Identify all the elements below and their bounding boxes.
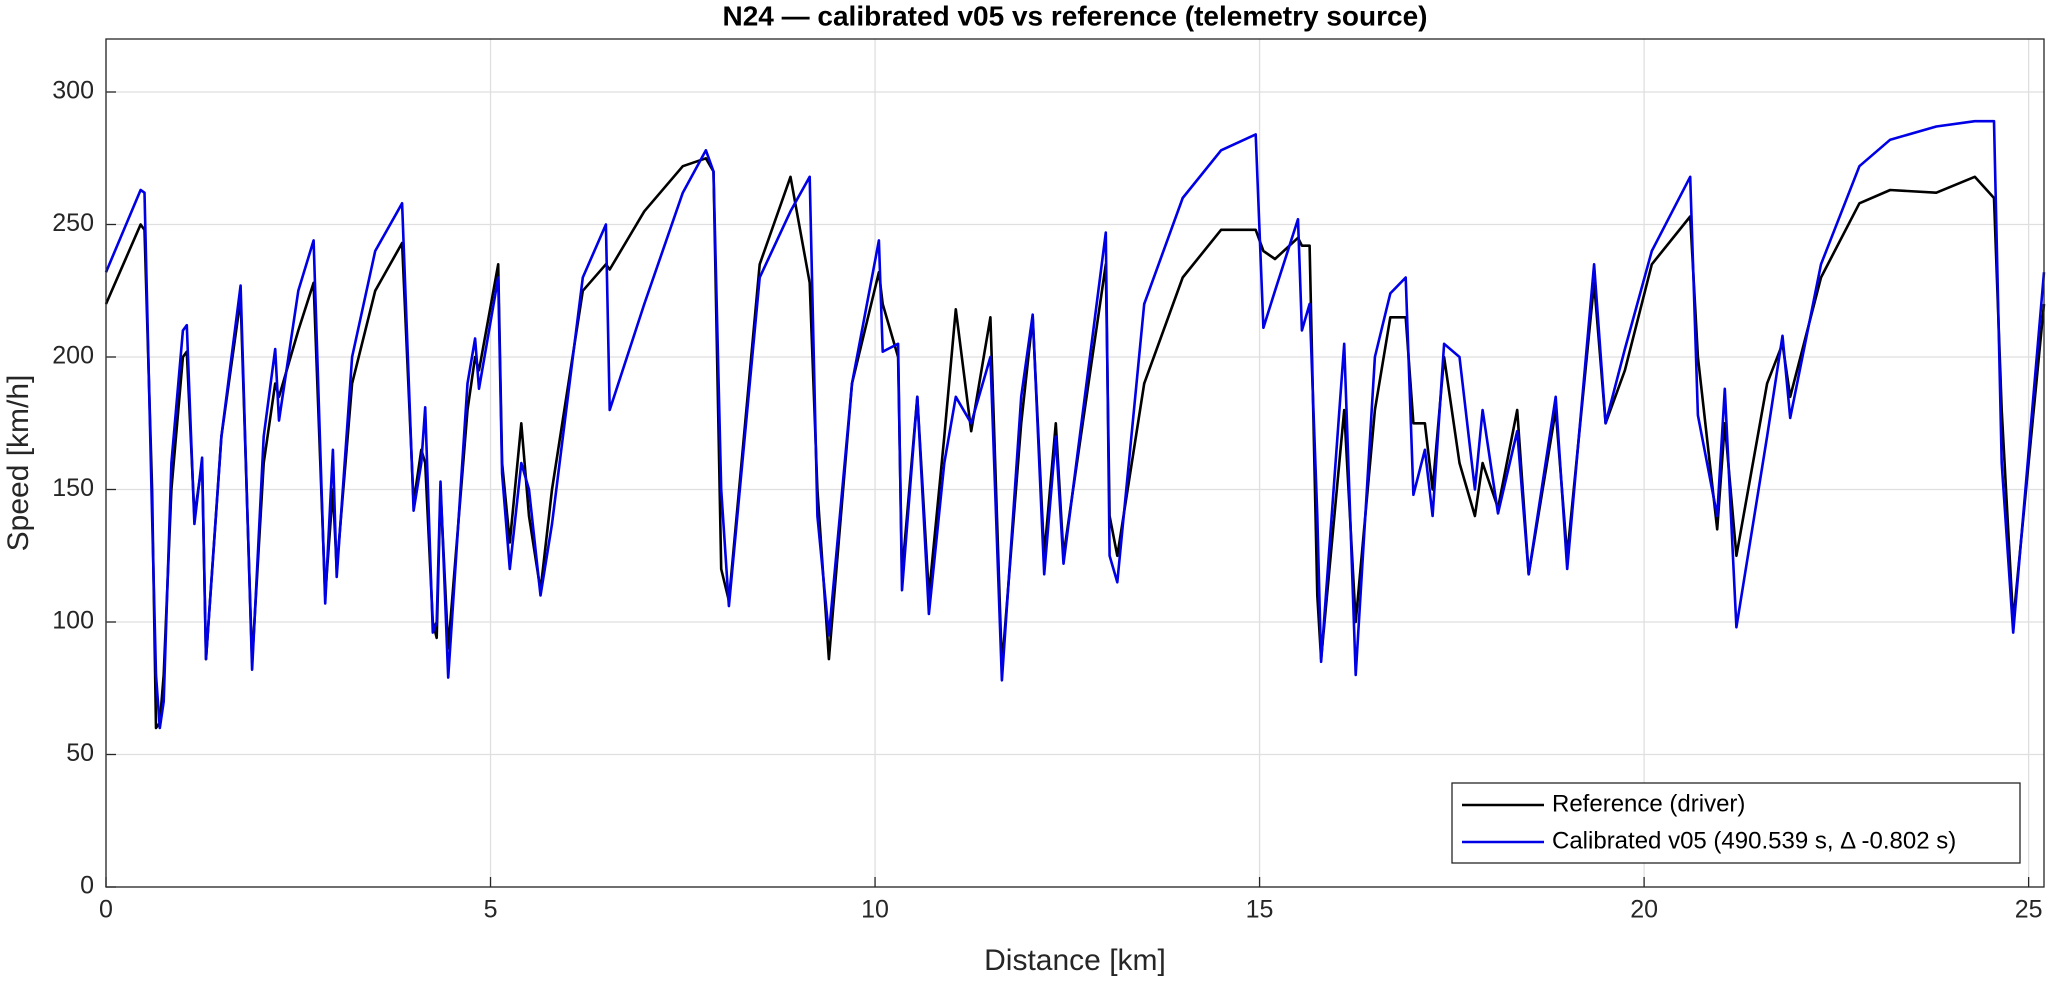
y-tick-label: 150 [52, 474, 94, 502]
data-line [104, 119, 2046, 730]
x-tick-label: 5 [484, 896, 498, 924]
x-tick-label: 0 [99, 896, 113, 924]
x-tick-label: 25 [2015, 896, 2043, 924]
x-axis-label: Distance [km] [984, 944, 1166, 977]
chart-title: N24 — calibrated v05 vs reference (telem… [722, 0, 1427, 31]
x-tick-label: 10 [861, 896, 889, 924]
y-axis-label: Speed [km/h] [2, 375, 35, 552]
x-tick-label: 20 [1630, 896, 1658, 924]
legend-label: Reference (driver) [1552, 790, 1745, 817]
y-tick-label: 300 [52, 77, 94, 105]
y-tick-label: 50 [66, 739, 94, 767]
x-tick-label: 15 [1246, 896, 1274, 924]
y-tick-label: 200 [52, 342, 94, 370]
legend-label: Calibrated v05 (490.539 s, Δ -0.802 s) [1552, 827, 1956, 854]
y-tick-label: 0 [80, 872, 94, 900]
legend: Reference (driver) Calibrated v05 (490.53… [1451, 782, 2021, 864]
y-tick-label: 100 [52, 607, 94, 635]
plot-frame [105, 38, 2045, 888]
y-tick-label: 250 [52, 209, 94, 237]
legend-box [1451, 782, 2021, 864]
